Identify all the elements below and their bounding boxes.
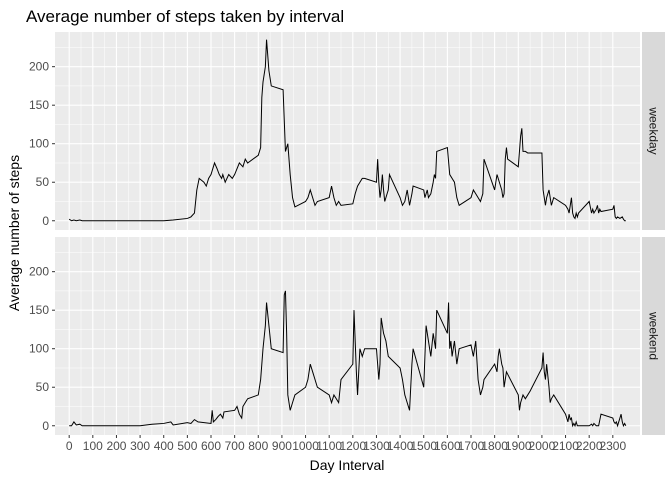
x-tick-label: 900 bbox=[272, 439, 292, 453]
facet-strip-label-weekend: weekend bbox=[647, 311, 661, 360]
y-axis-title: Average number of steps bbox=[6, 155, 22, 311]
y-tick-label: 100 bbox=[29, 137, 49, 151]
chart-title: Average number of steps taken by interva… bbox=[26, 7, 344, 26]
y-tick-label: 100 bbox=[29, 342, 49, 356]
x-tick-label: 1300 bbox=[363, 439, 390, 453]
x-tick-label: 600 bbox=[201, 439, 221, 453]
series-line-weekend bbox=[69, 290, 627, 428]
y-tick-label: 200 bbox=[29, 265, 49, 279]
facet-strip-label-weekday: weekday bbox=[647, 106, 661, 154]
x-tick-label: 2100 bbox=[552, 439, 579, 453]
y-axis-weekend: 0 50 100 150 200 bbox=[29, 265, 55, 433]
x-tick-label: 0 bbox=[66, 439, 73, 453]
x-tick-label: 100 bbox=[83, 439, 103, 453]
x-tick-label: 1700 bbox=[458, 439, 485, 453]
x-tick-label: 1200 bbox=[339, 439, 366, 453]
x-tick-label: 1500 bbox=[410, 439, 437, 453]
x-tick-label: 500 bbox=[177, 439, 197, 453]
x-tick-label: 400 bbox=[154, 439, 174, 453]
facet-strip-weekend bbox=[642, 237, 665, 435]
x-tick-label: 1900 bbox=[505, 439, 532, 453]
x-tick-label: 2300 bbox=[599, 439, 626, 453]
y-tick-label: 150 bbox=[29, 98, 49, 112]
x-axis: 0 100 200 300 400 500 600 700 800 900 100011001200… bbox=[66, 435, 626, 453]
y-tick-label: 50 bbox=[36, 175, 50, 189]
panel-background-weekend bbox=[55, 237, 640, 435]
x-axis-title: Day Interval bbox=[310, 457, 385, 473]
panel-background-weekday bbox=[55, 32, 640, 230]
x-tick-label: 1800 bbox=[481, 439, 508, 453]
x-tick-label: 700 bbox=[225, 439, 245, 453]
x-tick-label: 1000 bbox=[292, 439, 319, 453]
x-tick-label: 2200 bbox=[576, 439, 603, 453]
y-tick-label: 0 bbox=[42, 419, 49, 433]
x-tick-label: 1100 bbox=[316, 439, 342, 453]
panel-weekend: 0 50 100 150 200 weekend bbox=[29, 237, 665, 435]
gridlines-weekend bbox=[55, 237, 640, 435]
gridlines-weekday bbox=[55, 32, 640, 230]
facet-strip-weekday bbox=[642, 32, 665, 230]
x-tick-label: 2000 bbox=[529, 439, 556, 453]
x-tick-label: 800 bbox=[248, 439, 268, 453]
y-tick-label: 0 bbox=[42, 214, 49, 228]
x-tick-label: 1400 bbox=[387, 439, 414, 453]
series-line-weekday bbox=[68, 39, 626, 222]
y-axis-weekday: 0 50 100 150 200 bbox=[29, 60, 55, 228]
y-tick-label: 200 bbox=[29, 60, 49, 74]
y-tick-label: 150 bbox=[29, 303, 49, 317]
x-tick-label: 1600 bbox=[434, 439, 461, 453]
x-tick-label: 200 bbox=[106, 439, 126, 453]
panel-weekday: 0 50 100 150 200 weekday bbox=[29, 32, 665, 230]
x-tick-label: 300 bbox=[130, 439, 150, 453]
y-tick-label: 50 bbox=[36, 380, 50, 394]
